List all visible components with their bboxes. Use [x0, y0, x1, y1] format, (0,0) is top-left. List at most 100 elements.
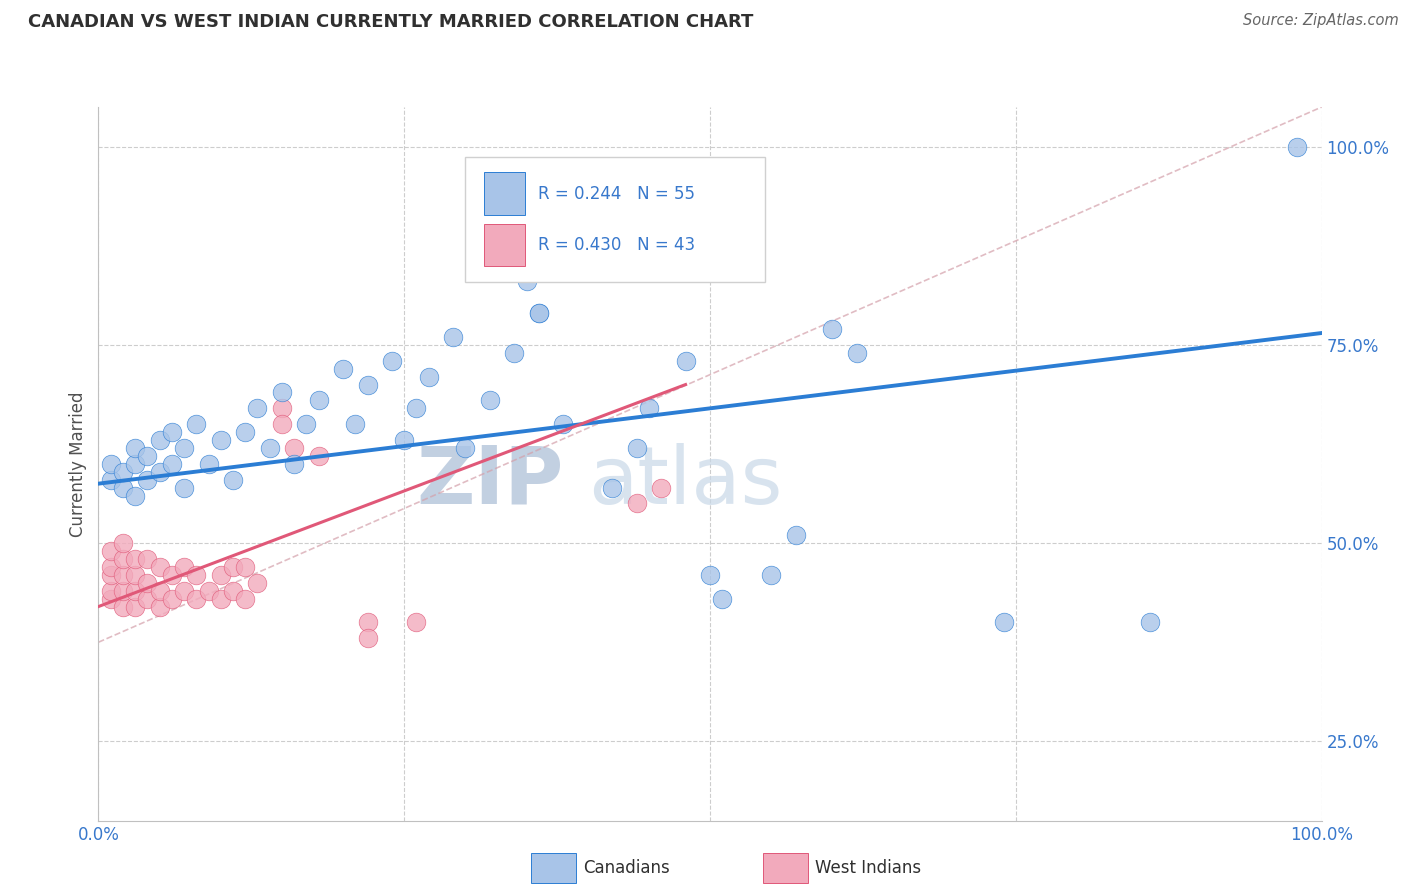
Point — [136, 552, 159, 566]
Point — [785, 528, 807, 542]
Point — [186, 591, 208, 606]
Point — [111, 481, 134, 495]
Point — [149, 583, 172, 598]
Point — [149, 433, 172, 447]
Point — [246, 401, 269, 416]
Point — [233, 425, 256, 439]
Point — [124, 457, 146, 471]
Point — [527, 306, 550, 320]
Point — [186, 567, 208, 582]
FancyBboxPatch shape — [484, 224, 526, 267]
Point — [222, 473, 245, 487]
Point — [124, 441, 146, 455]
Point — [209, 567, 232, 582]
Point — [136, 591, 159, 606]
Point — [711, 591, 734, 606]
Point — [233, 591, 256, 606]
Point — [111, 552, 134, 566]
Point — [553, 417, 575, 432]
Point — [173, 560, 195, 574]
Point — [650, 481, 672, 495]
Point — [392, 433, 416, 447]
Point — [381, 353, 404, 368]
Point — [124, 567, 146, 582]
Point — [100, 567, 122, 582]
Point — [637, 401, 661, 416]
Point — [283, 441, 305, 455]
Point — [527, 306, 550, 320]
FancyBboxPatch shape — [484, 172, 526, 215]
Text: CANADIAN VS WEST INDIAN CURRENTLY MARRIED CORRELATION CHART: CANADIAN VS WEST INDIAN CURRENTLY MARRIE… — [28, 13, 754, 31]
Point — [283, 457, 305, 471]
Point — [222, 560, 245, 574]
Point — [270, 401, 294, 416]
Point — [111, 567, 134, 582]
Point — [209, 591, 232, 606]
Point — [626, 496, 648, 510]
Point — [418, 369, 440, 384]
Point — [295, 417, 318, 432]
Text: ZIP: ZIP — [416, 442, 564, 521]
Point — [100, 544, 122, 558]
Point — [478, 393, 501, 408]
Point — [100, 583, 122, 598]
Text: R = 0.430   N = 43: R = 0.430 N = 43 — [537, 236, 695, 254]
Point — [344, 417, 367, 432]
Point — [124, 552, 146, 566]
Point — [136, 575, 159, 590]
Point — [405, 401, 427, 416]
Point — [136, 449, 159, 463]
Point — [270, 385, 294, 400]
Point — [100, 473, 122, 487]
Text: Canadians: Canadians — [583, 859, 671, 877]
Point — [124, 583, 146, 598]
Point — [564, 259, 586, 273]
Point — [441, 330, 464, 344]
Point — [308, 393, 330, 408]
Point — [160, 457, 183, 471]
Point — [111, 583, 134, 598]
Point — [246, 575, 269, 590]
Point — [160, 425, 183, 439]
Y-axis label: Currently Married: Currently Married — [69, 391, 87, 537]
Point — [149, 599, 172, 614]
Point — [1286, 139, 1309, 153]
Point — [845, 346, 868, 360]
Point — [124, 489, 146, 503]
Point — [160, 567, 183, 582]
Point — [675, 353, 697, 368]
Point — [454, 441, 477, 455]
Point — [761, 567, 783, 582]
Point — [100, 560, 122, 574]
Point — [308, 449, 330, 463]
Point — [1139, 615, 1161, 630]
Point — [993, 615, 1015, 630]
Point — [100, 457, 122, 471]
Point — [699, 567, 721, 582]
Text: R = 0.244   N = 55: R = 0.244 N = 55 — [537, 185, 695, 202]
Point — [626, 441, 648, 455]
Text: West Indians: West Indians — [815, 859, 921, 877]
Point — [111, 465, 134, 479]
Point — [600, 481, 623, 495]
Point — [503, 346, 526, 360]
Point — [173, 583, 195, 598]
Point — [124, 599, 146, 614]
Point — [233, 560, 256, 574]
Point — [405, 615, 427, 630]
Point — [173, 441, 195, 455]
Point — [136, 473, 159, 487]
Point — [149, 465, 172, 479]
Point — [259, 441, 281, 455]
Point — [270, 417, 294, 432]
Point — [222, 583, 245, 598]
Point — [197, 583, 219, 598]
Point — [821, 322, 844, 336]
Point — [515, 275, 537, 289]
Point — [332, 361, 354, 376]
Text: Source: ZipAtlas.com: Source: ZipAtlas.com — [1243, 13, 1399, 29]
Point — [197, 457, 219, 471]
Text: atlas: atlas — [588, 442, 782, 521]
Point — [186, 417, 208, 432]
Point — [149, 560, 172, 574]
